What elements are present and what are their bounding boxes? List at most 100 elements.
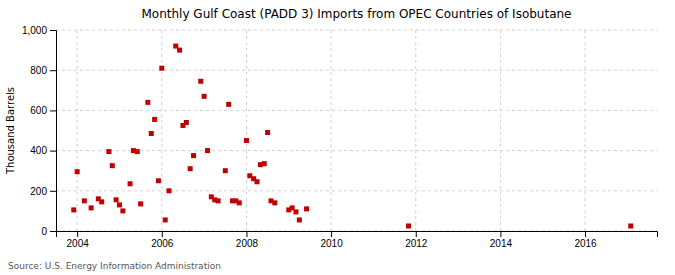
y-tick-mark [50, 30, 56, 31]
grid-line-y [56, 190, 657, 191]
x-tick-label: 2004 [67, 238, 90, 249]
grid-line-y [56, 70, 657, 71]
x-tick: 2010 [320, 231, 343, 249]
x-axis-line [57, 232, 658, 238]
y-tick: 400 [30, 145, 56, 156]
plot-area: 2004 2006 2008 2010 2012 2014 2016 0 200 400 600 80… [22, 25, 658, 249]
x-tick-mark [331, 231, 332, 237]
x-tick: 2012 [405, 231, 428, 249]
point [128, 181, 133, 186]
chart: 2004 2006 2008 2010 2012 2014 2016 0 200 400 600 80… [0, 0, 675, 275]
grid-line-y [56, 150, 657, 151]
y-tick-label: 0 [41, 226, 47, 237]
grid-line-x [77, 30, 78, 231]
y-tick: 800 [30, 65, 56, 76]
point [188, 166, 193, 171]
point [226, 102, 231, 107]
grid-line-y [56, 30, 657, 31]
point [167, 188, 172, 193]
x-tick-label: 2006 [151, 238, 174, 249]
point [297, 217, 302, 222]
y-tick: 200 [30, 186, 56, 197]
point [114, 197, 119, 202]
point [163, 217, 168, 222]
grid-line-x [331, 30, 332, 231]
y-tick-mark [50, 70, 56, 71]
x-tick-label: 2008 [236, 238, 259, 249]
point [202, 94, 207, 99]
y-tick: 1,000 [22, 25, 56, 36]
point [262, 161, 267, 166]
x-tick-mark [500, 231, 501, 237]
y-tick-mark [50, 191, 56, 192]
y-tick-label: 200 [30, 186, 47, 197]
source: Source: U.S. Energy Information Administ… [8, 261, 221, 271]
point [120, 208, 125, 213]
point [177, 48, 182, 53]
y-tick-mark [50, 231, 56, 232]
grid-line-x [415, 30, 416, 231]
point [99, 199, 104, 204]
x-tick: 2014 [490, 231, 513, 249]
point [82, 198, 87, 203]
point [159, 66, 164, 71]
grid-line-x [161, 30, 162, 231]
y-tick-mark [50, 110, 56, 111]
point [198, 79, 203, 84]
point [205, 148, 210, 153]
x-tick-label: 2016 [574, 238, 597, 249]
y-tick-mark [50, 151, 56, 152]
point [265, 130, 270, 135]
x-tick-mark [585, 231, 586, 237]
grid [56, 30, 657, 231]
point [149, 131, 154, 136]
point [152, 117, 157, 122]
x-axis: 2004 2006 2008 2010 2012 2014 2016 [57, 231, 658, 249]
point [628, 223, 633, 228]
point [117, 202, 122, 207]
y-tick: 600 [30, 105, 56, 116]
point [272, 200, 277, 205]
x-tick-label: 2014 [490, 238, 513, 249]
point [156, 178, 161, 183]
point [293, 209, 298, 214]
point [191, 153, 196, 158]
x-tick-mark [246, 231, 247, 237]
point [244, 138, 249, 143]
point [110, 163, 115, 168]
point [184, 120, 189, 125]
point [216, 198, 221, 203]
point [106, 149, 111, 154]
point [75, 169, 80, 174]
x-tick: 2006 [151, 231, 174, 249]
point [145, 100, 150, 105]
x-tick-label: 2010 [320, 238, 343, 249]
grid-line-x [585, 30, 586, 231]
grid-line-y [56, 110, 657, 111]
y-axis-label: Thousand Barrels [5, 87, 16, 175]
points [71, 44, 633, 229]
x-tick: 2008 [236, 231, 259, 249]
point [223, 168, 228, 173]
point [138, 201, 143, 206]
y-tick-label: 800 [30, 65, 47, 76]
x-tick: 2016 [574, 231, 597, 249]
point [406, 223, 411, 228]
x-tick: 2004 [67, 231, 90, 249]
point [304, 206, 309, 211]
y-axis: 0 200 400 600 800 1,000 [22, 25, 57, 237]
x-tick-mark [77, 231, 78, 237]
x-tick-mark [416, 231, 417, 237]
y-tick: 0 [41, 226, 56, 237]
x-tick-mark [162, 231, 163, 237]
x-tick-label: 2012 [405, 238, 428, 249]
point [89, 205, 94, 210]
grid-line-x [246, 30, 247, 231]
y-tick-label: 1,000 [22, 25, 47, 36]
point [255, 179, 260, 184]
point [71, 207, 76, 212]
y-tick-label: 400 [30, 145, 47, 156]
point [135, 149, 140, 154]
title: Monthly Gulf Coast (PADD 3) Imports from… [142, 7, 572, 21]
y-tick-label: 600 [30, 105, 47, 116]
